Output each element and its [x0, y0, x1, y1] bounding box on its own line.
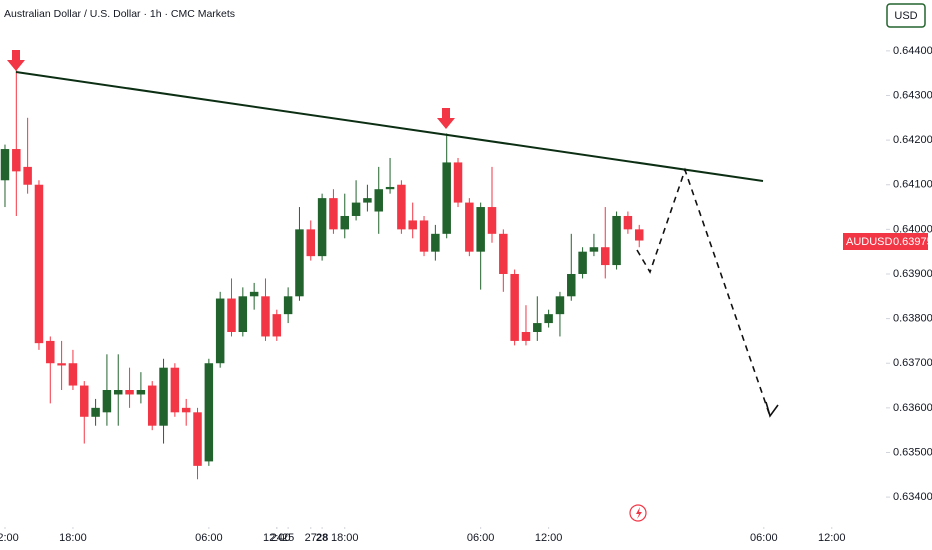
candle-body	[23, 166, 32, 185]
y-tick-label: 0.63900	[893, 268, 932, 280]
projection-arrow	[765, 401, 779, 418]
y-tick-label: 0.64400	[893, 45, 932, 57]
y-tick-label: 0.63700	[893, 357, 932, 369]
candle-body	[612, 215, 621, 266]
candle-body	[431, 233, 440, 252]
candle-body	[442, 162, 451, 234]
y-tick-label: 0.64000	[893, 223, 932, 235]
x-tick-label: 12:00	[263, 532, 291, 544]
candle-body	[385, 186, 395, 190]
x-tick-label: 27	[305, 532, 317, 544]
candle-body	[34, 184, 44, 344]
y-tick-label: 0.63500	[893, 446, 932, 458]
projection-path	[636, 167, 771, 417]
candle-body	[170, 367, 180, 413]
candle-body	[499, 233, 508, 274]
candle-body	[363, 198, 372, 203]
y-tick-label: 0.63800	[893, 313, 932, 325]
candle-body	[340, 215, 350, 230]
candle-body	[46, 340, 55, 364]
candle-body	[521, 331, 531, 341]
candle-body	[329, 198, 338, 230]
candle-body	[57, 363, 66, 366]
candle-body	[374, 189, 383, 212]
candle-body	[487, 207, 497, 234]
candle-body	[261, 296, 270, 337]
x-tick-label: 06:00	[750, 532, 778, 544]
candle-body	[634, 229, 644, 241]
marker-arrow	[437, 108, 455, 129]
candles	[0, 64, 644, 480]
candle-body	[238, 296, 248, 332]
candle-body	[623, 215, 633, 230]
candle-body	[317, 198, 327, 257]
currency-label: USD	[894, 10, 917, 22]
candle-body	[295, 229, 304, 297]
candle-body	[555, 296, 565, 315]
candle-body	[181, 407, 191, 413]
y-tick-label: 0.63400	[893, 491, 932, 503]
candle-body	[510, 273, 519, 341]
candle-body	[91, 407, 100, 417]
candle-body	[397, 184, 406, 230]
price-tag	[843, 233, 928, 250]
event-bolt	[636, 507, 642, 519]
candle-body	[125, 390, 134, 395]
x-tick-label: 18:00	[59, 532, 87, 544]
candle-body	[68, 363, 78, 386]
candle-body	[227, 298, 236, 332]
x-tick-label: 12:00	[535, 532, 563, 544]
x-tick-label: 06:00	[195, 532, 223, 544]
y-tick-label: 0.64300	[893, 89, 932, 101]
x-tick-label: 06:00	[467, 532, 495, 544]
candle-body	[419, 220, 429, 252]
candle-body	[589, 247, 599, 252]
candle-body	[533, 323, 542, 332]
price-tag-value: 0.63975	[893, 236, 932, 248]
candle-body	[136, 390, 146, 395]
candle-body	[215, 298, 225, 364]
x-tick-label: 12:00	[818, 532, 846, 544]
candle-body	[351, 202, 361, 216]
candle-body	[306, 229, 316, 257]
candle-body	[80, 385, 89, 417]
candle-body	[283, 296, 293, 315]
y-tick-label: 0.64100	[893, 179, 932, 191]
candle-body	[272, 314, 282, 337]
x-tick-label: 12:00	[0, 532, 19, 544]
candle-body	[0, 149, 10, 181]
y-tick-label: 0.64200	[893, 134, 932, 146]
x-tick-label: 18:00	[331, 532, 359, 544]
candle-body	[193, 412, 202, 466]
candle-body	[476, 207, 485, 252]
candle-body	[147, 385, 157, 426]
candle-body	[453, 162, 463, 203]
candle-body	[578, 251, 587, 274]
x-tick-label: 25	[282, 532, 294, 544]
candle-body	[12, 149, 21, 172]
candle-body	[204, 363, 214, 462]
candle-body	[544, 314, 553, 324]
trend-line	[15, 71, 764, 182]
chart-title: Australian Dollar / U.S. Dollar · 1h · C…	[4, 8, 235, 20]
x-tick-label: 28	[316, 532, 328, 544]
candle-body	[159, 367, 168, 426]
candle-body	[567, 273, 576, 297]
currency-button[interactable]	[886, 3, 926, 28]
candle-body	[601, 247, 610, 266]
marker-arrow	[7, 50, 25, 71]
candle-body	[465, 202, 474, 252]
candle-body	[102, 390, 112, 413]
candle-body	[408, 220, 417, 230]
candle-body	[113, 390, 123, 395]
y-tick-label: 0.63600	[893, 402, 932, 414]
candle-body	[249, 291, 259, 297]
price-tag-symbol: AUDUSD	[846, 236, 893, 248]
x-tick-label: 24	[271, 532, 283, 544]
